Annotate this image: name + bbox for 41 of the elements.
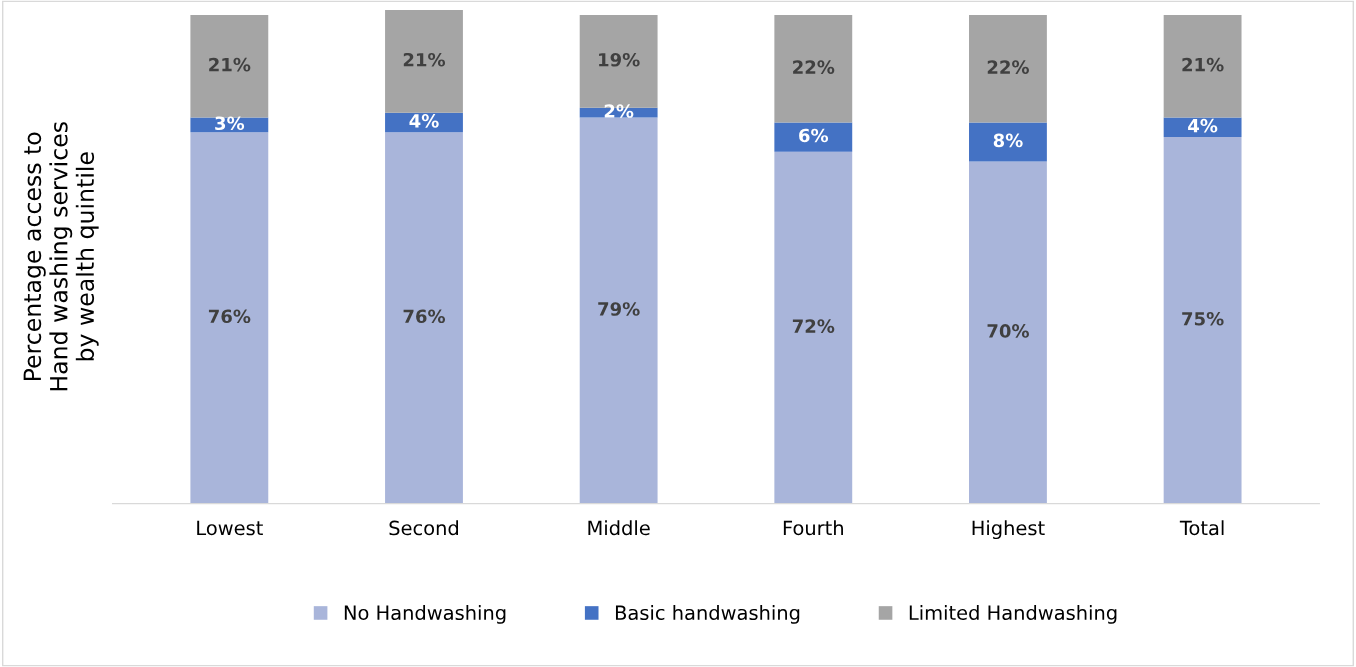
bar <box>190 14 269 118</box>
bar <box>969 122 1047 162</box>
legend-label: Limited Handwashing <box>909 604 1117 624</box>
bar <box>385 10 463 113</box>
data-label: 21% <box>209 57 251 72</box>
data-label: 19% <box>599 52 640 67</box>
bar <box>385 132 463 504</box>
bar <box>774 14 853 123</box>
x-tick-label: Fourth <box>783 520 843 536</box>
bar <box>774 122 853 152</box>
bar <box>969 14 1047 123</box>
data-label: 21% <box>1182 57 1224 72</box>
bar <box>969 161 1047 504</box>
data-label: 79% <box>598 302 640 316</box>
data-label: 3% <box>215 116 245 131</box>
bar <box>190 132 269 504</box>
x-tick-label: Highest <box>972 520 1045 540</box>
data-label: 76% <box>208 309 251 324</box>
bar <box>579 117 658 504</box>
x-tick-label: Second <box>389 520 458 536</box>
x-tick-label: Lowest <box>197 520 263 536</box>
data-label: 4% <box>409 113 439 128</box>
data-label: 6% <box>799 128 829 143</box>
data-label: 2% <box>604 104 634 118</box>
data-label: 22% <box>793 60 835 74</box>
data-label: 72% <box>792 319 835 333</box>
data-label: 8% <box>993 133 1023 148</box>
data-label: 21% <box>403 52 446 67</box>
data-label: 76% <box>403 309 446 324</box>
bar <box>774 151 853 504</box>
data-label: 22% <box>987 60 1029 74</box>
data-label: 70% <box>987 324 1029 338</box>
legend-label: Basic handwashing <box>615 604 800 624</box>
x-tick-label: Middle <box>588 520 650 536</box>
legend-label: No Handwashing <box>344 604 506 624</box>
data-label: 4% <box>1188 118 1218 133</box>
y-axis-title: Percentage access to Hand washing services by wealth quintile <box>23 122 99 391</box>
data-label: 75% <box>1182 311 1224 326</box>
bar <box>1163 137 1242 504</box>
bar <box>1163 14 1242 118</box>
x-tick-label: Total <box>1179 520 1224 536</box>
